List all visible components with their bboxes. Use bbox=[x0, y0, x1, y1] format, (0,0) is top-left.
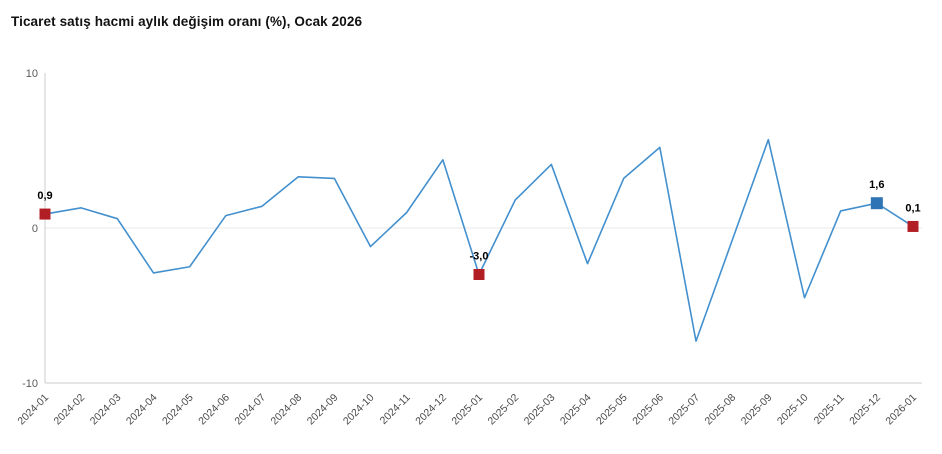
point-marker-2026-01[interactable] bbox=[907, 220, 919, 232]
x-tick-label: 2025-11 bbox=[812, 392, 847, 427]
x-tick-label: 2025-05 bbox=[594, 392, 630, 428]
point-marker-2025-01[interactable] bbox=[473, 269, 485, 280]
point-label-2025-01: -3,0 bbox=[470, 251, 489, 263]
x-tick-label: 2024-09 bbox=[305, 392, 341, 428]
x-tick-label: 2024-06 bbox=[196, 392, 232, 428]
x-tick-label: 2025-04 bbox=[558, 392, 594, 428]
y-tick-label: 0 bbox=[32, 223, 38, 235]
x-tick-label: 2024-11 bbox=[378, 392, 413, 427]
x-tick-label: 2026-01 bbox=[883, 392, 919, 428]
x-tick-label: 2025-01 bbox=[449, 392, 485, 428]
x-tick-label: 2024-10 bbox=[341, 392, 377, 428]
series-line bbox=[44, 138, 914, 342]
point-marker-2025-12[interactable] bbox=[870, 197, 883, 210]
x-tick-label: 2025-07 bbox=[666, 392, 702, 428]
x-tick-label: 2024-12 bbox=[413, 392, 449, 428]
x-tick-label: 2025-06 bbox=[630, 392, 666, 428]
x-tick-label: 2024-05 bbox=[160, 392, 196, 428]
x-tick-label: 2024-07 bbox=[232, 392, 268, 428]
x-tick-label: 2024-08 bbox=[269, 392, 305, 428]
x-tick-label: 2024-03 bbox=[88, 392, 124, 428]
point-label-2026-01: 0,1 bbox=[905, 202, 920, 214]
point-label-2025-12: 1,6 bbox=[869, 179, 884, 191]
chart-title: Ticaret satış hacmi aylık değişim oranı … bbox=[11, 14, 363, 29]
x-tick-label: 2025-02 bbox=[486, 392, 522, 428]
x-tick-label: 2025-10 bbox=[775, 392, 811, 428]
y-tick-label: -10 bbox=[22, 378, 38, 390]
x-tick-label: 2024-02 bbox=[52, 392, 88, 428]
point-marker-2024-01[interactable] bbox=[39, 208, 51, 220]
x-tick-label: 2025-03 bbox=[522, 392, 558, 428]
point-label-2024-01: 0,9 bbox=[37, 190, 52, 202]
x-tick-label: 2025-08 bbox=[703, 392, 739, 428]
x-tick-label: 2025-09 bbox=[739, 392, 775, 428]
x-tick-label: 2024-04 bbox=[124, 392, 160, 428]
x-tick-label: 2024-01 bbox=[15, 392, 51, 428]
y-tick-label: 10 bbox=[26, 68, 38, 80]
x-tick-label: 2025-12 bbox=[847, 392, 883, 428]
